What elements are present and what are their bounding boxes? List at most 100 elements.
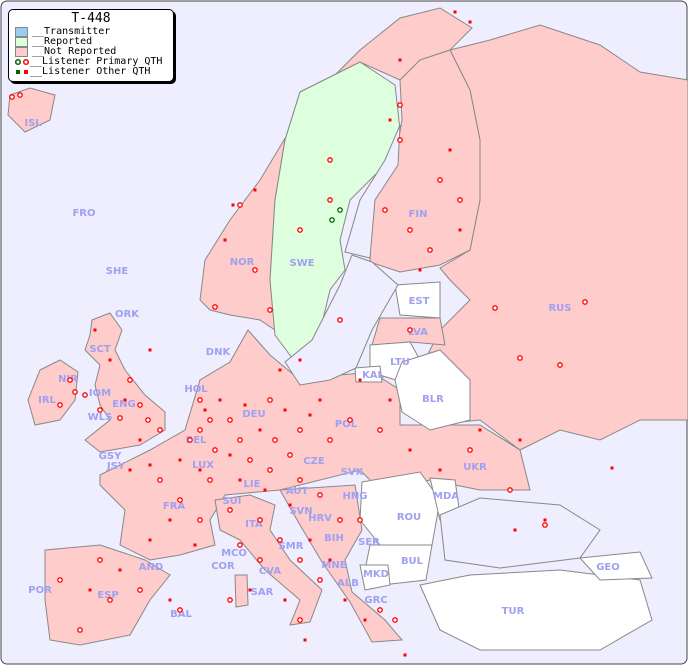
country-label-cor: COR [211,561,235,572]
listener-other-marker [148,463,152,467]
listener-primary-marker [267,307,273,313]
listener-primary-marker [382,207,388,213]
listener-other-marker [388,398,392,402]
listener-primary-marker [357,517,363,523]
listener-markers [9,10,614,657]
country-label-rou: ROU [397,512,421,523]
listener-other-marker [610,466,614,470]
listener-other-marker [168,598,172,602]
country-ita [214,494,323,626]
listener-other-marker [518,438,522,442]
country-label-aut: AUT [286,486,309,497]
listener-primary-marker [9,94,15,100]
country-label-ser: SER [358,537,380,548]
listener-primary-marker [407,227,413,233]
legend-other-qth: __Listener Other QTH [9,67,173,77]
listener-primary-marker [467,447,473,453]
country-label-fin: FIN [409,209,428,220]
country-label-fra: FRA [163,501,186,512]
country-label-sui: SUI [222,496,241,507]
listener-primary-marker [187,437,193,443]
country-label-pol: POL [335,419,358,430]
listener-primary-marker [237,202,243,208]
listener-other-marker [123,398,127,402]
listener-primary-marker [327,157,333,163]
listener-primary-marker [177,607,183,613]
listener-other-marker [468,20,472,24]
listener-other-marker [288,503,292,507]
listener-primary-marker [277,537,283,543]
listener-primary-marker [17,92,23,98]
map-title: T-448 [71,11,111,26]
listener-primary-marker [82,392,88,398]
country-irl [27,359,79,426]
listener-other-marker [228,453,232,457]
country-label-sct: SCT [89,344,111,355]
country-label-iom: IOM [89,388,111,399]
country-label-lva: LVA [408,327,428,338]
country-label-tur: TUR [502,606,525,617]
listener-other-marker [358,378,362,382]
country-label-sar: SAR [251,587,274,598]
country-label-ukr: UKR [463,462,487,473]
country-label-rus: RUS [548,303,571,314]
listener-primary-marker [407,327,413,333]
listener-other-marker [298,358,302,362]
country-label-hng: HNG [343,491,368,502]
listener-primary-marker [227,507,233,513]
listener-primary-marker [207,477,213,483]
listener-primary-marker [157,477,163,483]
listener-primary-marker [492,305,498,311]
country-label-mne: MNE [321,560,346,571]
circle-marker-icon [15,58,30,66]
listener-primary-marker [197,427,203,433]
listener-primary-marker [297,617,303,623]
legend-reported: __Reported [9,37,173,47]
country-label-irl: IRL [38,395,56,406]
listener-primary-marker [227,417,233,423]
listener-other-marker [458,228,462,232]
listener-other-marker [453,10,457,14]
listener-other-marker [88,588,92,592]
listener-other-marker [278,368,282,372]
listener-other-marker [238,478,242,482]
country-label-hol: HOL [184,384,208,395]
listener-other-marker [398,58,402,62]
square-marker-icon [15,68,30,76]
listener-primary-marker [157,427,163,433]
listener-primary-marker [237,542,243,548]
listener-other-marker [318,398,322,402]
listener-primary-marker [247,457,253,463]
listener-other-marker [118,568,122,572]
country-label-ork: ORK [115,309,140,320]
listener-primary-marker [542,522,548,528]
listener-other-marker [193,543,197,547]
listener-primary-marker [207,417,213,423]
listener-other-marker [223,238,227,242]
legend-label: __Not Reported [32,46,117,57]
country-label-mco: MCO [221,548,247,559]
country-label-she: SHE [106,266,129,277]
country-continent [99,329,531,561]
listener-other-marker [388,118,392,122]
listener-primary-marker [317,492,323,498]
country-blr [394,349,471,431]
country-label-and: AND [139,562,163,573]
listener-primary-marker [267,397,273,403]
country-label-eng: ENG [112,399,135,410]
country-label-bih: BIH [324,533,344,544]
listener-primary-marker [327,437,333,443]
listener-other-marker [263,488,267,492]
country-label-bul: BUL [401,556,424,567]
legend-transmitter: __Transmitter [9,27,173,37]
listener-other-marker [543,518,547,522]
country-label-lie: LIE [244,479,261,490]
listener-primary-marker [77,627,83,633]
listener-primary-marker-green [329,217,335,223]
country-label-esp: ESP [97,590,118,601]
country-label-por: POR [28,585,52,596]
land [7,7,688,651]
listener-other-marker [178,458,182,462]
listener-other-marker [138,438,142,442]
